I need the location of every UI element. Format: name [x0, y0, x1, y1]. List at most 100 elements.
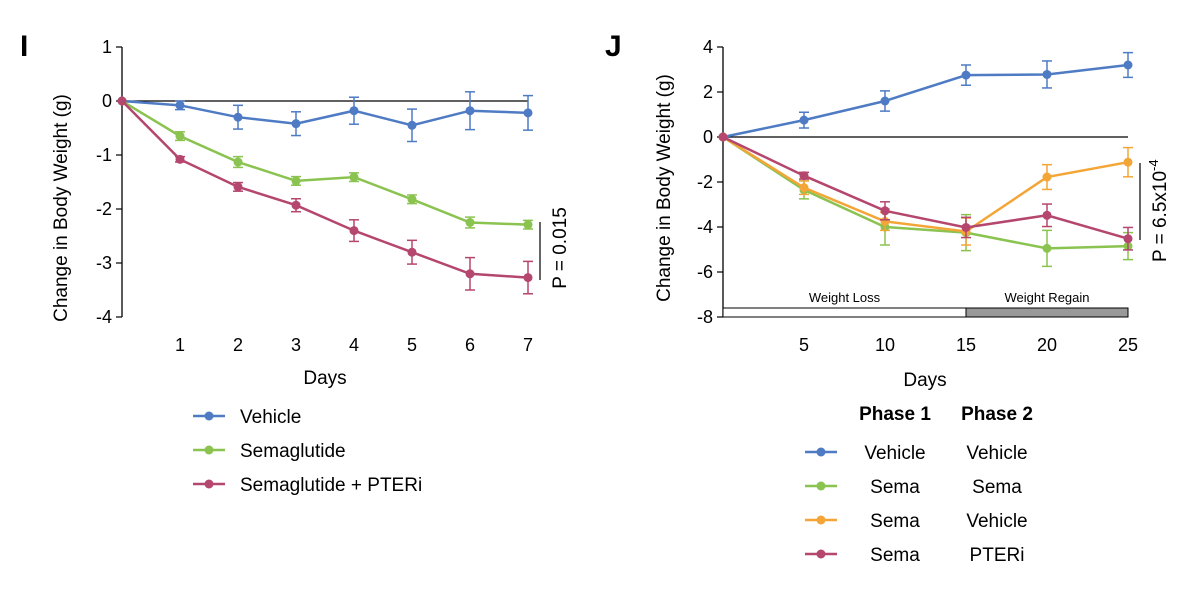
panel-i-legend-label-sema: Semaglutide	[240, 441, 346, 462]
panel-i-point-sema	[407, 194, 417, 204]
panel-i-point-sema	[175, 131, 185, 141]
panel-i-point-pteri	[117, 96, 127, 106]
panel-j-legend-phase2-vehicle: Vehicle	[966, 443, 1027, 464]
legend-header-phase2: Phase 2	[961, 404, 1033, 425]
panel-j-x-tick-label: 25	[1118, 335, 1138, 355]
panel-j-legend-marker-sema	[816, 481, 826, 491]
panel-i-y-tick-label: -4	[96, 307, 112, 327]
panel-i-point-sema	[233, 157, 243, 167]
panel-j-point-sema	[1042, 243, 1052, 253]
panel-j-point-vehicle2	[799, 183, 809, 193]
panel-j-point-vehicle	[799, 115, 809, 125]
panel-j-legend-marker-pteri	[816, 549, 826, 559]
panel-i-point-sema	[523, 220, 533, 230]
panel-i-y-tick-label: 0	[102, 91, 112, 111]
panel-i-point-vehicle	[175, 100, 185, 110]
panel-i-series-line-pteri	[121, 100, 529, 279]
panel-i: I Change in Body Weight (g) Days P = 0.0…	[20, 30, 571, 496]
panel-j-point-pteri	[1042, 210, 1052, 220]
panel-j-legend-phase2-vehicle2: Vehicle	[966, 511, 1027, 532]
panel-i-point-pteri	[233, 182, 243, 192]
panel-i-point-vehicle	[291, 119, 301, 129]
panel-i-x-tick-label: 6	[465, 335, 475, 355]
panel-j-series-line-vehicle	[722, 63, 1129, 139]
panel-j-point-vehicle	[1123, 60, 1133, 70]
panel-j-phase-label-1: Weight Regain	[1004, 290, 1089, 305]
panel-i-point-pteri	[349, 226, 359, 236]
panel-j-legend-marker-vehicle2	[816, 515, 826, 525]
panel-i-point-pteri	[175, 154, 185, 164]
panel-i-point-vehicle	[233, 112, 243, 122]
panel-i-x-tick-label: 1	[175, 335, 185, 355]
panel-j-x-tick-label: 10	[875, 335, 895, 355]
panel-i-y-tick-label: 1	[102, 37, 112, 57]
panel-i-series-line-vehicle	[121, 99, 529, 127]
panel-i-point-sema	[349, 172, 359, 182]
panel-j-pvalue: P = 6.5x10-4	[1146, 159, 1171, 262]
panel-i-x-tick-label: 3	[291, 335, 301, 355]
panel-i-point-sema	[465, 218, 475, 227]
panel-j-point-pteri	[961, 222, 971, 232]
panel-i-y-tick-label: -2	[96, 199, 112, 219]
panel-i-x-tick-label: 5	[407, 335, 417, 355]
panel-i-ylabel: Change in Body Weight (g)	[51, 94, 72, 322]
panel-j-legend-phase2-sema: Sema	[972, 477, 1022, 498]
panel-i-point-vehicle	[465, 106, 475, 116]
panel-i-x-tick-label: 4	[349, 335, 359, 355]
panel-j-phase-bar-0	[722, 307, 967, 318]
panel-j-legend-phase2-pteri: PTERi	[970, 545, 1025, 566]
panel-j-point-pteri	[799, 171, 809, 181]
legend-header-phase1: Phase 1	[859, 404, 931, 425]
panel-j-y-tick-label: -2	[697, 172, 713, 192]
panel-i-x-tick-label: 2	[233, 335, 243, 355]
panel-j-phase-label-0: Weight Loss	[809, 290, 881, 305]
panel-j-y-tick-label: 4	[703, 37, 713, 57]
panel-i-point-sema	[291, 176, 301, 186]
panel-j-x-tick-label: 5	[799, 335, 809, 355]
panel-j-y-tick-label: -8	[697, 307, 713, 327]
panel-j-point-pteri	[1123, 234, 1133, 244]
panel-j-ylabel: Change in Body Weight (g)	[654, 74, 675, 302]
panel-i-point-pteri	[407, 247, 417, 257]
panel-i-y-tick-label: -1	[96, 145, 112, 165]
panel-i-point-pteri	[465, 269, 475, 279]
panel-i-point-pteri	[523, 273, 533, 283]
panel-j-x-tick-label: 15	[956, 335, 976, 355]
panel-j-phase-bar-1	[965, 307, 1129, 318]
panel-i-xlabel: Days	[303, 368, 346, 389]
panel-j-y-tick-label: -4	[697, 217, 713, 237]
panel-j-x-tick-label: 20	[1037, 335, 1057, 355]
panel-j-legend-phase1-vehicle2: Sema	[870, 511, 920, 532]
panel-j-point-pteri	[880, 206, 890, 216]
panel-j-point-pteri	[718, 132, 728, 142]
panel-j-legend-phase1-vehicle: Vehicle	[864, 443, 925, 464]
panel-i-letter: I	[20, 30, 28, 63]
panel-j-point-vehicle	[1042, 69, 1052, 79]
panel-i-legend-label-vehicle: Vehicle	[240, 407, 301, 428]
panel-j-point-vehicle2	[1123, 157, 1133, 167]
panel-i-point-vehicle	[523, 108, 533, 118]
panel-i-series-line-sema	[121, 99, 529, 226]
panel-j-legend-phase1-pteri: Sema	[870, 545, 920, 566]
panel-j: J Change in Body Weight (g) Days P = 6.5…	[605, 30, 1171, 566]
panel-i-legend-label-pteri: Semaglutide + PTERi	[240, 475, 422, 496]
panel-j-series-line-sema	[722, 135, 1129, 250]
panel-i-legend-marker-sema	[204, 445, 214, 455]
panel-i-point-vehicle	[349, 106, 359, 116]
panel-j-legend-phase1-sema: Sema	[870, 477, 920, 498]
panel-j-y-tick-label: 0	[703, 127, 713, 147]
panel-i-point-pteri	[291, 200, 301, 210]
panel-i-plot: 1 0 -1 -2 -3 -4 1 2 3 4 5 6 7	[96, 37, 533, 355]
panel-j-y-tick-label: 2	[703, 82, 713, 102]
panel-j-pvalue-exponent: -4	[1146, 159, 1161, 171]
panel-j-y-tick-label: -6	[697, 262, 713, 282]
panel-j-letter: J	[605, 30, 622, 63]
panel-i-legend-marker-vehicle	[204, 411, 214, 421]
panel-j-series-line-vehicle2	[722, 135, 1129, 233]
panel-j-point-vehicle	[961, 70, 971, 80]
panel-j-series-line-pteri	[722, 135, 1129, 240]
panel-i-legend-marker-pteri	[204, 479, 214, 489]
panel-j-legend-marker-vehicle	[816, 447, 826, 457]
